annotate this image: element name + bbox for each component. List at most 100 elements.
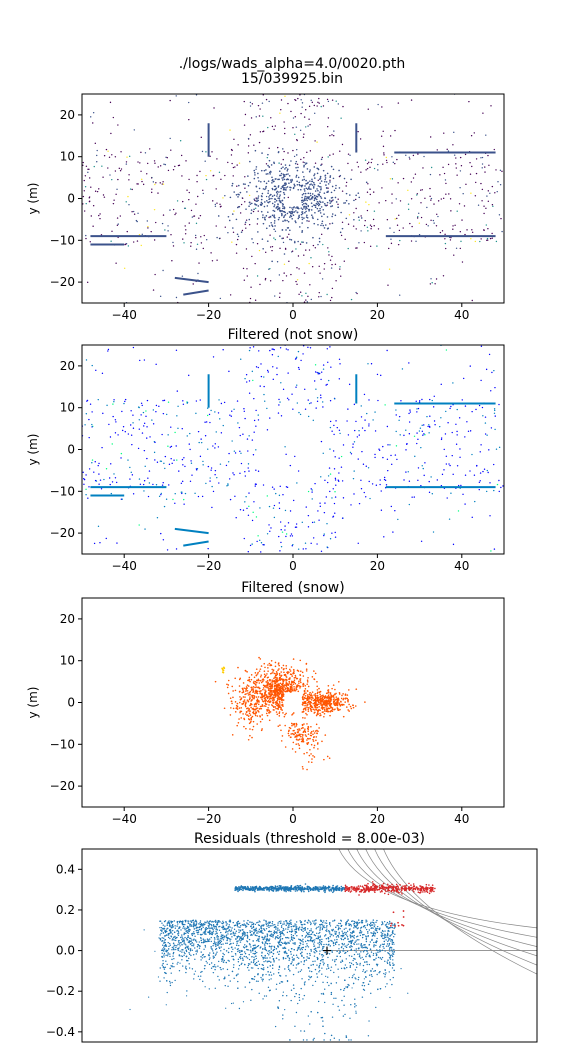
- snow-point: [317, 223, 319, 226]
- lidar-point: [334, 477, 337, 480]
- lidar-point: [462, 377, 465, 380]
- lidar-point: [286, 397, 289, 400]
- snow-point: [235, 218, 238, 221]
- snow-point: [281, 693, 284, 696]
- x-tick-label: 20: [370, 812, 385, 826]
- lidar-point: [183, 503, 185, 505]
- lidar-point: [111, 481, 114, 483]
- snow-point: [277, 185, 280, 187]
- lidar-point: [466, 229, 468, 231]
- snow-point: [283, 197, 286, 199]
- snow-point: [342, 693, 344, 695]
- snow-point: [335, 187, 337, 190]
- snow-point: [269, 664, 271, 667]
- lidar-point: [218, 399, 220, 401]
- snow-point: [253, 682, 256, 685]
- snow-point: [258, 656, 260, 659]
- snow-point: [305, 162, 308, 164]
- lidar-point: [244, 113, 247, 116]
- lidar-point: [327, 126, 329, 128]
- lidar-point: [322, 105, 325, 107]
- lidar-point: [282, 494, 284, 496]
- lidar-point: [254, 207, 257, 209]
- lidar-point: [367, 230, 369, 232]
- snow-point: [325, 692, 328, 695]
- snow-point: [257, 172, 259, 175]
- lidar-point: [332, 515, 335, 517]
- lidar-point: [417, 479, 419, 482]
- lidar-point: [374, 411, 376, 413]
- lidar-point: [430, 476, 432, 478]
- snow-point: [280, 167, 283, 170]
- lidar-point: [268, 100, 270, 103]
- snow-point: [311, 676, 314, 678]
- snow-point: [302, 727, 304, 729]
- lidar-point: [188, 374, 190, 377]
- lidar-point: [172, 169, 175, 171]
- snow-point: [228, 219, 231, 222]
- snow-point: [333, 189, 336, 192]
- lidar-point: [198, 217, 200, 219]
- outlier-point: [426, 891, 429, 893]
- snow-point: [303, 690, 306, 693]
- lidar-point: [284, 132, 286, 135]
- lidar-point: [262, 484, 265, 486]
- snow-point: [318, 237, 321, 240]
- snow-point: [344, 701, 346, 703]
- lidar-point: [296, 139, 298, 142]
- lidar-point: [211, 260, 214, 262]
- lidar-point: [141, 180, 143, 183]
- lidar-point: [200, 242, 203, 244]
- snow-point: [305, 242, 308, 244]
- snow-point: [266, 697, 269, 700]
- snow-point: [343, 177, 346, 180]
- snow-point: [331, 707, 334, 709]
- lidar-point: [96, 149, 98, 152]
- lidar-point: [109, 174, 111, 176]
- snow-point: [333, 708, 335, 711]
- snow-point: [243, 717, 245, 720]
- snow-point: [273, 210, 276, 213]
- snow-point: [316, 732, 318, 734]
- lidar-point: [228, 452, 230, 455]
- lidar-point: [328, 251, 330, 253]
- lidar-point: [333, 468, 336, 470]
- lidar-point: [374, 456, 376, 459]
- snow-point: [313, 222, 316, 225]
- outlier-point: [367, 882, 369, 885]
- residual-point: [252, 888, 255, 890]
- lidar-point: [419, 400, 421, 402]
- snow-point: [303, 190, 306, 192]
- lidar-point: [331, 532, 333, 534]
- residual-point: [325, 887, 327, 890]
- snow-point: [310, 693, 313, 695]
- x-tick-label: 40: [454, 559, 469, 573]
- lidar-point: [396, 158, 398, 161]
- snow-point: [290, 239, 293, 241]
- lidar-point: [185, 160, 187, 162]
- snow-point: [271, 179, 273, 182]
- lidar-point: [85, 474, 87, 476]
- lidar-point: [279, 247, 281, 250]
- snow-point: [312, 740, 315, 742]
- snow-point: [235, 193, 238, 196]
- snow-point: [299, 226, 301, 228]
- lidar-point: [287, 349, 289, 351]
- lidar-point: [287, 196, 289, 199]
- lidar-point: [487, 471, 489, 474]
- snow-point: [335, 184, 337, 187]
- lidar-point: [244, 223, 246, 226]
- lidar-point: [271, 245, 274, 248]
- lidar-point: [146, 437, 148, 439]
- lidar-point: [340, 466, 343, 468]
- lidar-point: [366, 209, 369, 212]
- lidar-point: [494, 386, 496, 389]
- snow-point: [327, 707, 329, 710]
- snow-point: [312, 708, 314, 711]
- y-tick-label: 0: [67, 696, 75, 710]
- snow-point: [268, 682, 270, 685]
- lidar-point: [326, 383, 328, 386]
- residual-point: [284, 887, 286, 889]
- lidar-point: [113, 401, 115, 403]
- lidar-point: [305, 548, 307, 550]
